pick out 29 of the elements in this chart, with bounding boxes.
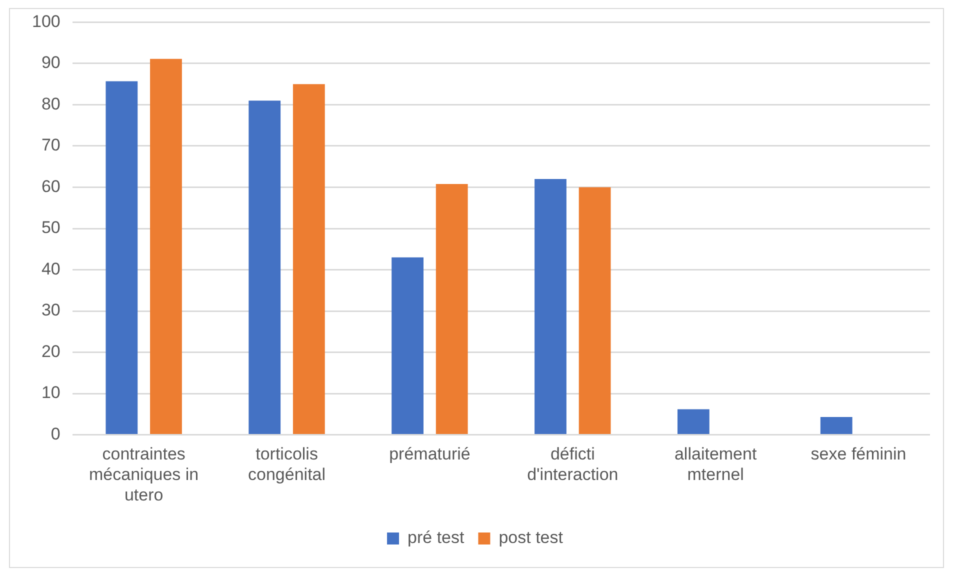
x-tick-label: sexe féminin xyxy=(810,444,906,464)
y-tick-label: 100 xyxy=(32,12,60,31)
bar xyxy=(534,178,566,434)
bar xyxy=(578,187,611,434)
y-tick-label: 60 xyxy=(41,176,60,196)
bar xyxy=(106,81,138,434)
bar xyxy=(677,409,710,434)
legend-label: post test xyxy=(498,528,564,548)
y-tick-label: 30 xyxy=(41,300,60,320)
legend-label: pré test xyxy=(408,528,464,548)
x-tick-label: allaitement mternel xyxy=(674,444,757,484)
bar xyxy=(392,257,424,434)
x-tick-label: prématurié xyxy=(389,444,470,464)
y-tick-label: 10 xyxy=(41,383,60,402)
y-tick-label: 70 xyxy=(41,136,60,155)
x-tick-label: contraintes mécaniques in utero xyxy=(89,444,199,504)
y-tick-label: 40 xyxy=(41,259,60,278)
y-tick-label: 80 xyxy=(41,94,60,114)
y-tick-label: 0 xyxy=(50,424,60,444)
bar xyxy=(820,417,852,434)
x-tick-label: déficti d'interaction xyxy=(527,444,618,484)
bar xyxy=(436,184,468,434)
x-tick-label: torticolis congénital xyxy=(248,444,326,484)
y-tick-label: 50 xyxy=(41,218,60,238)
bar xyxy=(248,100,281,434)
y-tick-label: 20 xyxy=(41,342,60,361)
bar xyxy=(292,84,325,434)
y-tick-label: 90 xyxy=(41,53,60,72)
bar xyxy=(150,58,182,434)
